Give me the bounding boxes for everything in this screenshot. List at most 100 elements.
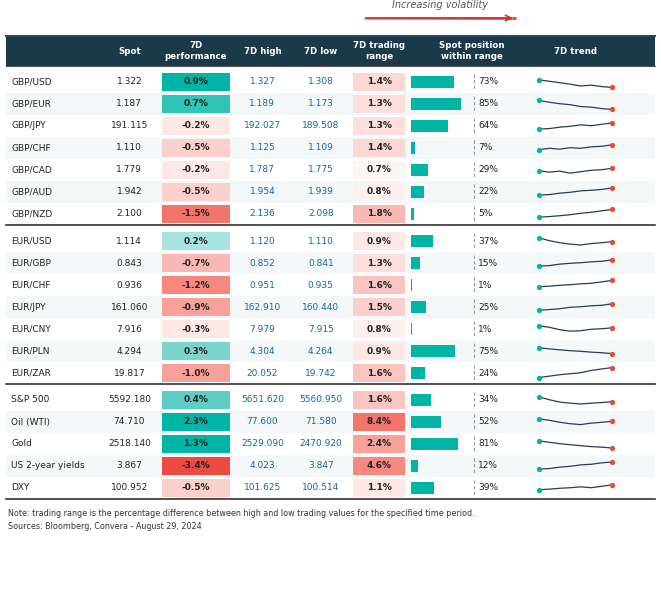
Bar xyxy=(411,482,434,494)
Bar xyxy=(353,183,405,201)
Text: 1.942: 1.942 xyxy=(116,188,142,197)
Bar xyxy=(161,232,230,250)
Bar xyxy=(161,298,230,316)
Text: EUR/PLN: EUR/PLN xyxy=(11,346,50,355)
Text: 75%: 75% xyxy=(478,346,498,355)
Text: Increasing volatility: Increasing volatility xyxy=(391,0,488,10)
Text: 2.098: 2.098 xyxy=(308,210,334,219)
Bar xyxy=(6,274,655,296)
Bar xyxy=(6,36,655,66)
Bar xyxy=(411,438,458,450)
Text: 1.6%: 1.6% xyxy=(367,368,391,378)
Text: 0.3%: 0.3% xyxy=(184,346,208,355)
Bar xyxy=(161,320,230,338)
Text: EUR/CNY: EUR/CNY xyxy=(11,324,51,333)
Text: 1.4%: 1.4% xyxy=(367,144,392,153)
Bar xyxy=(161,161,230,179)
Text: 1.3%: 1.3% xyxy=(367,258,391,267)
Bar xyxy=(161,254,230,272)
Text: 1.114: 1.114 xyxy=(116,236,142,245)
Bar xyxy=(353,117,405,135)
Bar xyxy=(6,71,655,93)
Text: 160.440: 160.440 xyxy=(302,302,339,311)
Text: 1.189: 1.189 xyxy=(249,100,275,109)
Bar xyxy=(411,460,418,472)
Text: 7D low: 7D low xyxy=(304,46,337,55)
Text: -0.5%: -0.5% xyxy=(182,144,210,153)
Text: 7%: 7% xyxy=(478,144,492,153)
Bar xyxy=(161,391,230,409)
Bar xyxy=(6,252,655,274)
Text: 39%: 39% xyxy=(478,484,498,492)
Bar xyxy=(161,479,230,497)
Text: -1.2%: -1.2% xyxy=(182,280,210,289)
Text: 1.327: 1.327 xyxy=(249,77,275,87)
Text: 1.6%: 1.6% xyxy=(367,396,391,405)
Text: -1.0%: -1.0% xyxy=(182,368,210,378)
Bar xyxy=(161,457,230,475)
Text: -0.7%: -0.7% xyxy=(182,258,210,267)
Text: 1.110: 1.110 xyxy=(308,236,334,245)
Text: 52%: 52% xyxy=(478,418,498,426)
Bar xyxy=(353,435,405,453)
Text: 7D high: 7D high xyxy=(243,46,281,55)
Bar xyxy=(161,73,230,91)
Bar xyxy=(411,394,431,406)
Bar xyxy=(411,76,453,88)
Text: 1.125: 1.125 xyxy=(249,144,275,153)
Bar xyxy=(353,254,405,272)
Text: 2.4%: 2.4% xyxy=(367,440,392,448)
Text: 1.4%: 1.4% xyxy=(367,77,392,87)
Text: 1.110: 1.110 xyxy=(116,144,142,153)
Text: 4.304: 4.304 xyxy=(250,346,275,355)
Text: US 2-year yields: US 2-year yields xyxy=(11,462,85,470)
Bar xyxy=(411,164,428,176)
Bar xyxy=(411,416,442,428)
Text: 0.4%: 0.4% xyxy=(183,396,208,405)
Text: 0.8%: 0.8% xyxy=(367,324,391,333)
Text: 81%: 81% xyxy=(478,440,498,448)
Bar xyxy=(411,120,448,132)
Text: GBP/NZD: GBP/NZD xyxy=(11,210,52,219)
Text: 7.979: 7.979 xyxy=(249,324,275,333)
Text: EUR/CHF: EUR/CHF xyxy=(11,280,50,289)
Bar xyxy=(353,479,405,497)
Text: 1%: 1% xyxy=(478,324,492,333)
Bar xyxy=(6,318,655,340)
Bar xyxy=(6,230,655,252)
Text: Oil (WTI): Oil (WTI) xyxy=(11,418,50,426)
Bar xyxy=(411,345,455,357)
Bar xyxy=(353,232,405,250)
Bar xyxy=(6,181,655,203)
Text: 1.3%: 1.3% xyxy=(183,440,208,448)
Text: 0.935: 0.935 xyxy=(308,280,334,289)
Text: 2518.140: 2518.140 xyxy=(108,440,151,448)
Text: 7.915: 7.915 xyxy=(308,324,334,333)
Text: 3.847: 3.847 xyxy=(308,462,334,470)
Text: 8.4%: 8.4% xyxy=(367,418,392,426)
Text: 1.8%: 1.8% xyxy=(367,210,391,219)
Text: 29%: 29% xyxy=(478,166,498,175)
Text: GBP/AUD: GBP/AUD xyxy=(11,188,52,197)
Bar xyxy=(411,235,433,247)
Bar xyxy=(6,137,655,159)
Bar xyxy=(353,391,405,409)
Text: -3.4%: -3.4% xyxy=(182,462,210,470)
Text: 0.841: 0.841 xyxy=(308,258,334,267)
Text: 34%: 34% xyxy=(478,396,498,405)
Bar xyxy=(411,186,424,198)
Text: 2470.920: 2470.920 xyxy=(299,440,342,448)
Text: 85%: 85% xyxy=(478,100,498,109)
Text: 0.2%: 0.2% xyxy=(184,236,208,245)
Text: 1.954: 1.954 xyxy=(249,188,275,197)
Text: 1.109: 1.109 xyxy=(308,144,334,153)
Bar xyxy=(6,362,655,384)
Text: 71.580: 71.580 xyxy=(305,418,336,426)
Text: 19.817: 19.817 xyxy=(114,368,145,378)
Text: 100.952: 100.952 xyxy=(110,484,148,492)
Text: -0.2%: -0.2% xyxy=(182,166,210,175)
Text: 1.308: 1.308 xyxy=(308,77,334,87)
Text: 24%: 24% xyxy=(478,368,498,378)
Text: EUR/USD: EUR/USD xyxy=(11,236,52,245)
Bar xyxy=(6,411,655,433)
